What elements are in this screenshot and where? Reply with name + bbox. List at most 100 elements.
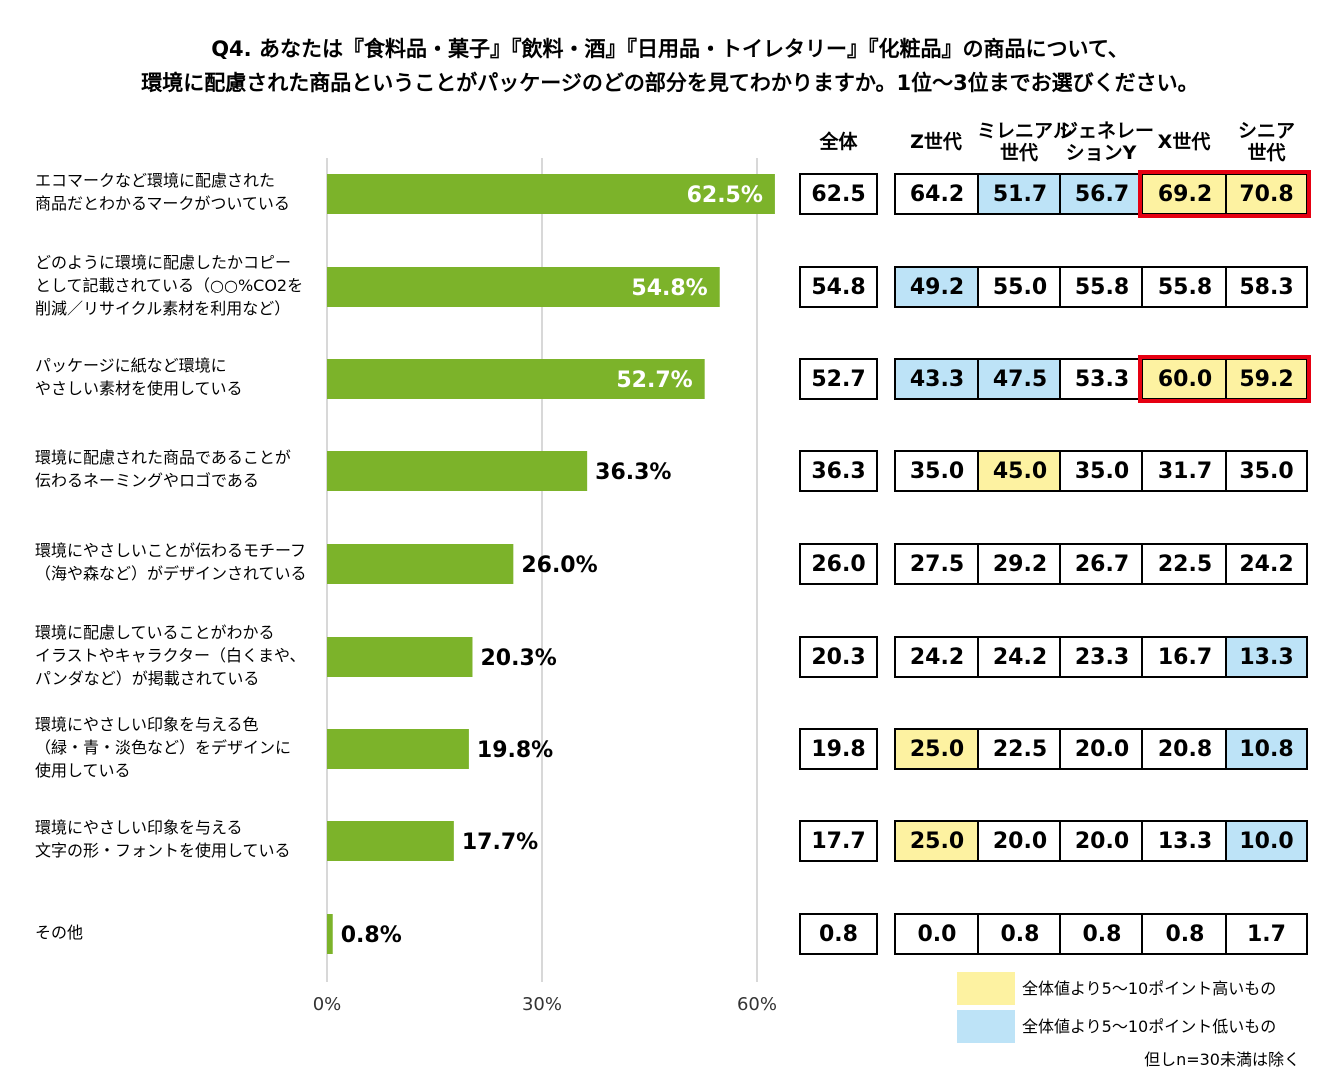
category-label-line: 削減／リサイクル素材を利用など） xyxy=(35,298,291,318)
table-cell: 64.2 xyxy=(894,173,980,215)
bar-1 xyxy=(327,174,775,214)
sample-note: 但しn=30未満は除く xyxy=(1144,1050,1300,1069)
table-cell: 20.3 xyxy=(799,636,878,678)
table-cell: 13.3 xyxy=(1141,820,1229,862)
table-cell: 45.0 xyxy=(977,450,1063,492)
category-label-line: どのように環境に配慮したかコピー xyxy=(35,252,292,272)
category-label-line: エコマークなど環境に配慮された xyxy=(35,171,276,190)
table-cell: 20.0 xyxy=(977,820,1063,862)
table-cell: 22.5 xyxy=(1141,543,1229,585)
bar-9 xyxy=(327,914,333,954)
table-cell: 59.2 xyxy=(1225,358,1308,400)
bar-4 xyxy=(327,451,588,491)
table-cell: 69.2 xyxy=(1141,173,1229,215)
category-label-4: 環境に配慮された商品であることが 伝わるネーミングやロゴである xyxy=(35,446,325,492)
category-label-line: やさしい素材を使用している xyxy=(35,379,243,398)
category-label-line: （緑・青・淡色など）をデザインに xyxy=(35,737,292,757)
column-header-line: ションY xyxy=(1065,142,1137,164)
bar-7 xyxy=(327,729,469,769)
table-cell: 26.7 xyxy=(1059,543,1145,585)
table-cell: 0.0 xyxy=(894,913,980,955)
category-label-line: 環境にやさしい印象を与える xyxy=(35,818,243,837)
bar-6 xyxy=(327,637,473,677)
table-cell: 10.0 xyxy=(1225,820,1308,862)
column-header-line: 全体 xyxy=(819,131,858,153)
table-cell: 29.2 xyxy=(977,543,1063,585)
column-header-line: Z世代 xyxy=(910,131,962,153)
category-label-line: 使用している xyxy=(35,760,131,780)
column-header-line: X世代 xyxy=(1157,131,1211,153)
column-header-line: 世代 xyxy=(1247,142,1286,164)
table-cell: 0.8 xyxy=(1141,913,1229,955)
table-cell: 20.0 xyxy=(1059,820,1145,862)
table-cell: 51.7 xyxy=(977,173,1063,215)
category-label-line: 環境に配慮された商品であることが xyxy=(35,448,291,467)
table-cell: 10.8 xyxy=(1225,728,1308,770)
table-cell: 55.8 xyxy=(1059,266,1145,308)
table-cell: 58.3 xyxy=(1225,266,1308,308)
legend-swatch-high xyxy=(957,972,1015,1005)
table-cell: 47.5 xyxy=(977,358,1063,400)
column-header-5: X世代 xyxy=(1141,131,1227,153)
category-label-6: 環境に配慮していることがわかる イラストやキャラクター（白くまや、 パンダなど）が掲… xyxy=(35,621,325,690)
title-line-1: Q4. あなたは『食料品・菓子』『飲料・酒』『日用品・トイレタリー』『化粧品』の… xyxy=(211,37,1129,61)
x-tick-label-0: 0% xyxy=(313,994,342,1015)
table-cell: 43.3 xyxy=(894,358,980,400)
table-cell: 35.0 xyxy=(1225,450,1308,492)
table-cell: 31.7 xyxy=(1141,450,1229,492)
table-cell: 26.0 xyxy=(799,543,878,585)
category-label-3: パッケージに紙など環境に やさしい素材を使用している xyxy=(35,354,325,400)
x-tick-label-60: 60% xyxy=(737,994,777,1015)
bar-2 xyxy=(327,267,720,307)
bar-value-label-4: 36.3% xyxy=(595,460,671,485)
table-cell: 70.8 xyxy=(1225,173,1308,215)
table-cell: 49.2 xyxy=(894,266,980,308)
bar-value-label-3: 52.7% xyxy=(616,368,692,393)
table-cell: 23.3 xyxy=(1059,636,1145,678)
column-header-3: ミレニアル 世代 xyxy=(977,120,1073,164)
table-cell: 0.8 xyxy=(977,913,1063,955)
table-cell: 22.5 xyxy=(977,728,1063,770)
category-label-line: 商品だとわかるマークがついている xyxy=(35,194,290,213)
table-cell: 0.8 xyxy=(1059,913,1145,955)
table-cell: 1.7 xyxy=(1225,913,1308,955)
title-line-2: 環境に配慮された商品ということがパッケージのどの部分を見てわかりますか。1位～3… xyxy=(141,71,1199,95)
column-header-line: ジェネレー xyxy=(1059,120,1155,142)
bar-value-label-1: 62.5% xyxy=(687,183,763,208)
column-header-line: ミレニアル xyxy=(977,120,1073,142)
table-cell: 24.2 xyxy=(894,636,980,678)
table-cell: 54.8 xyxy=(799,266,878,308)
table-cell: 27.5 xyxy=(894,543,980,585)
category-label-5: 環境にやさしいことが伝わるモチーフ （海や森など）がデザインされている xyxy=(35,539,325,585)
table-cell: 35.0 xyxy=(894,450,980,492)
category-label-7: 環境にやさしい印象を与える色 （緑・青・淡色など）をデザインに 使用している xyxy=(35,713,325,782)
table-cell: 55.8 xyxy=(1141,266,1229,308)
bar-value-label-9: 0.8% xyxy=(341,923,402,948)
table-cell: 20.8 xyxy=(1141,728,1229,770)
table-cell: 17.7 xyxy=(799,820,878,862)
table-cell: 56.7 xyxy=(1059,173,1145,215)
category-label-line: イラストやキャラクター（白くまや、 xyxy=(35,645,306,665)
bar-value-label-7: 19.8% xyxy=(477,738,553,763)
bar-5 xyxy=(327,544,514,584)
bar-8 xyxy=(327,821,454,861)
column-header-4: ジェネレー ションY xyxy=(1059,120,1155,164)
table-cell: 24.2 xyxy=(1225,543,1308,585)
column-header-line: 世代 xyxy=(999,142,1038,164)
category-label-2: どのように環境に配慮したかコピー として記載されている（○○%CO2を 削減／リサイ… xyxy=(35,251,325,320)
category-label-1: エコマークなど環境に配慮された 商品だとわかるマークがついている xyxy=(35,169,325,215)
category-label-line: 環境にやさしい印象を与える色 xyxy=(35,714,259,734)
column-header-line: シニア xyxy=(1237,120,1295,142)
table-cell: 62.5 xyxy=(799,173,878,215)
category-label-line: として記載されている（○○%CO2を xyxy=(35,275,304,295)
column-header-2: Z世代 xyxy=(894,131,978,153)
bar-value-label-2: 54.8% xyxy=(631,276,707,301)
category-label-line: その他 xyxy=(35,922,84,942)
bar-value-label-5: 26.0% xyxy=(521,553,597,578)
bar-value-label-6: 20.3% xyxy=(480,646,556,671)
table-cell: 52.7 xyxy=(799,358,878,400)
table-cell: 20.0 xyxy=(1059,728,1145,770)
x-tick-label-30: 30% xyxy=(522,994,562,1015)
legend-swatch-low xyxy=(957,1010,1015,1043)
